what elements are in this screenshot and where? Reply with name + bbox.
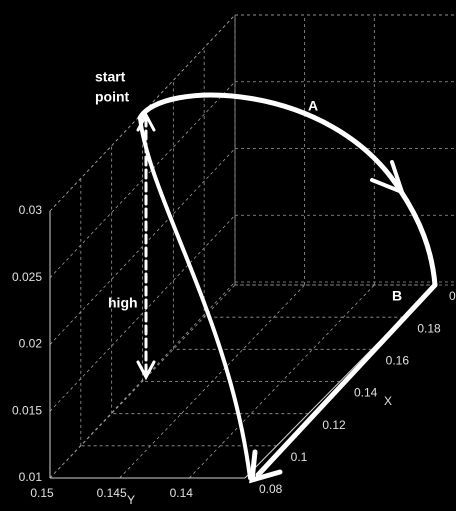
z-tick-label: 0.03 xyxy=(19,203,43,217)
arrow-head xyxy=(249,449,283,484)
curve xyxy=(136,92,438,484)
y-tick-label: 0.14 xyxy=(170,486,194,500)
arrow-b xyxy=(255,282,438,478)
z-tick-label: 0.015 xyxy=(12,403,42,417)
arrow-head xyxy=(136,111,156,381)
grid xyxy=(49,14,456,479)
y-tick-label: 0.145 xyxy=(97,486,127,500)
x-axis-label: X xyxy=(384,394,392,408)
z-tick-label: 0.025 xyxy=(12,270,42,284)
annotation: A xyxy=(308,98,318,114)
arrow-head xyxy=(370,160,406,196)
x-tick-label: 0.14 xyxy=(354,386,378,400)
annotation: start xyxy=(95,69,126,85)
x-tick-label: 0.12 xyxy=(322,418,346,432)
z-tick-label: 0.01 xyxy=(19,470,43,484)
x-tick-label: 0.2 xyxy=(449,289,456,303)
x-tick-label: 0.1 xyxy=(291,450,308,464)
y-axis-label: Y xyxy=(127,493,135,507)
z-tick-label: 0.02 xyxy=(19,337,43,351)
curve-a xyxy=(137,92,438,288)
annotation: B xyxy=(392,288,402,304)
annotation: point xyxy=(95,89,130,105)
curve-down xyxy=(138,116,252,480)
annotation: high xyxy=(108,295,138,311)
y-tick-label: 0.15 xyxy=(30,486,54,500)
x-tick-label: 0.16 xyxy=(386,354,410,368)
x-tick-label: 0.08 xyxy=(259,482,283,496)
x-tick-label: 0.18 xyxy=(417,321,441,335)
box-frame xyxy=(49,14,456,286)
